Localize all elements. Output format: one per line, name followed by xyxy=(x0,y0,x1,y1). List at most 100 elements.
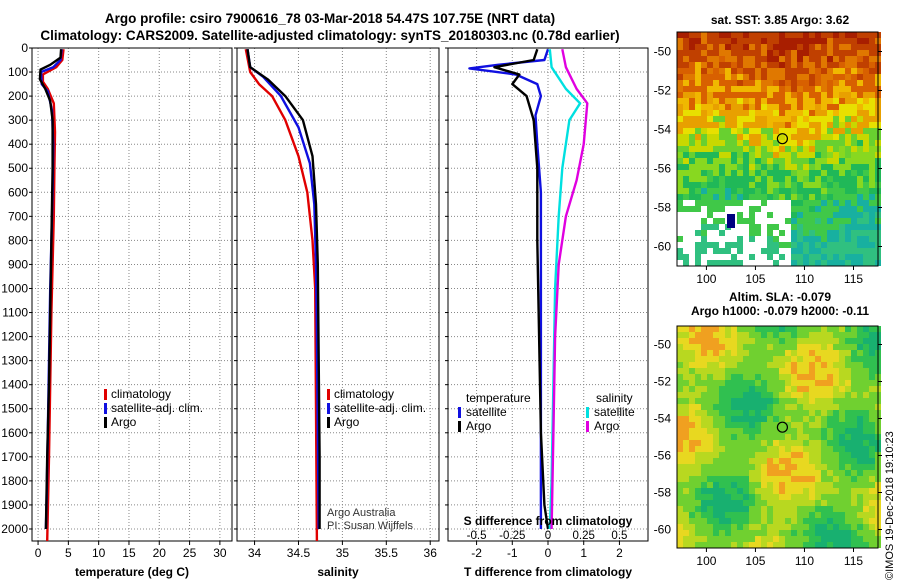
map-cell xyxy=(737,158,743,164)
map-cell xyxy=(785,368,791,374)
map-cell xyxy=(773,362,779,368)
map-cell xyxy=(713,236,719,242)
map-cell xyxy=(827,380,833,386)
map-cell xyxy=(797,38,803,44)
map-cell xyxy=(683,524,689,530)
map-cell xyxy=(761,128,767,134)
map-cell xyxy=(755,398,761,404)
y-tick-label: 1200 xyxy=(1,330,28,344)
map-cell xyxy=(743,530,749,536)
map-cell xyxy=(725,50,731,56)
map-cell xyxy=(677,248,683,254)
map-cell xyxy=(737,512,743,518)
map-cell xyxy=(779,230,785,236)
map-cell xyxy=(791,218,797,224)
map-cell xyxy=(755,38,761,44)
map-cell xyxy=(839,380,845,386)
map-cell xyxy=(701,104,707,110)
map-cell xyxy=(785,326,791,332)
map-cell xyxy=(695,506,701,512)
map-cell xyxy=(731,50,737,56)
map-cell xyxy=(737,140,743,146)
map-cell xyxy=(689,74,695,80)
map-cell xyxy=(677,50,683,56)
map-cell xyxy=(863,482,869,488)
map-cell xyxy=(755,116,761,122)
map-cell xyxy=(719,344,725,350)
map-cell xyxy=(761,458,767,464)
map-cell xyxy=(779,260,785,266)
map-cell xyxy=(695,458,701,464)
map-cell xyxy=(761,356,767,362)
map-cell xyxy=(677,62,683,68)
map-cell xyxy=(839,362,845,368)
map-cell xyxy=(725,80,731,86)
chart-title-line1: Argo profile: csiro 7900616_78 03-Mar-20… xyxy=(104,11,556,26)
map-cell xyxy=(833,206,839,212)
map-cell xyxy=(851,128,857,134)
map-cell xyxy=(845,530,851,536)
map-cell xyxy=(815,416,821,422)
map-cell xyxy=(803,398,809,404)
map-cell xyxy=(827,128,833,134)
map-cell xyxy=(755,56,761,62)
map-cell xyxy=(683,230,689,236)
map-cell xyxy=(677,188,683,194)
map-cell xyxy=(827,158,833,164)
map-cell xyxy=(743,86,749,92)
map-cell xyxy=(821,86,827,92)
map-cell xyxy=(749,326,755,332)
map-cell xyxy=(713,500,719,506)
map-cell xyxy=(755,464,761,470)
map-cell xyxy=(773,332,779,338)
map-cell xyxy=(821,428,827,434)
map-cell xyxy=(857,428,863,434)
x-tick-label: 15 xyxy=(122,546,136,560)
map-cell xyxy=(863,92,869,98)
map-cell xyxy=(797,422,803,428)
map-cell xyxy=(833,500,839,506)
map-cell xyxy=(755,380,761,386)
map-cell xyxy=(809,494,815,500)
map-cell xyxy=(713,224,719,230)
map-cell xyxy=(689,236,695,242)
map-cell xyxy=(695,422,701,428)
map-cell xyxy=(695,212,701,218)
x-axis-label: temperature (deg C) xyxy=(75,565,189,579)
map-cell xyxy=(821,380,827,386)
map-cell xyxy=(761,392,767,398)
map-cell xyxy=(821,362,827,368)
map-cell xyxy=(851,50,857,56)
map-cell xyxy=(743,428,749,434)
map-cell xyxy=(701,506,707,512)
map-cell xyxy=(791,374,797,380)
map-cell xyxy=(737,506,743,512)
map-cell xyxy=(761,44,767,50)
map-cell xyxy=(737,374,743,380)
map-cell xyxy=(695,32,701,38)
map-cell xyxy=(809,50,815,56)
map-cell xyxy=(701,512,707,518)
y-tick-label: 1800 xyxy=(1,474,28,488)
map-cell xyxy=(707,50,713,56)
map-cell xyxy=(683,398,689,404)
map-cell xyxy=(767,254,773,260)
map-cell xyxy=(863,194,869,200)
map-cell xyxy=(803,176,809,182)
map-cell xyxy=(827,440,833,446)
map-cell xyxy=(731,242,737,248)
map-cell xyxy=(725,506,731,512)
map-cell xyxy=(845,476,851,482)
map-cell xyxy=(713,206,719,212)
map-cell xyxy=(713,512,719,518)
map-cell xyxy=(719,224,725,230)
map-cell xyxy=(827,206,833,212)
map-cell xyxy=(719,116,725,122)
map-cell xyxy=(713,146,719,152)
map-cell xyxy=(737,50,743,56)
map-cell xyxy=(839,374,845,380)
map-cell xyxy=(803,464,809,470)
map-cell xyxy=(815,218,821,224)
map-cell xyxy=(821,530,827,536)
